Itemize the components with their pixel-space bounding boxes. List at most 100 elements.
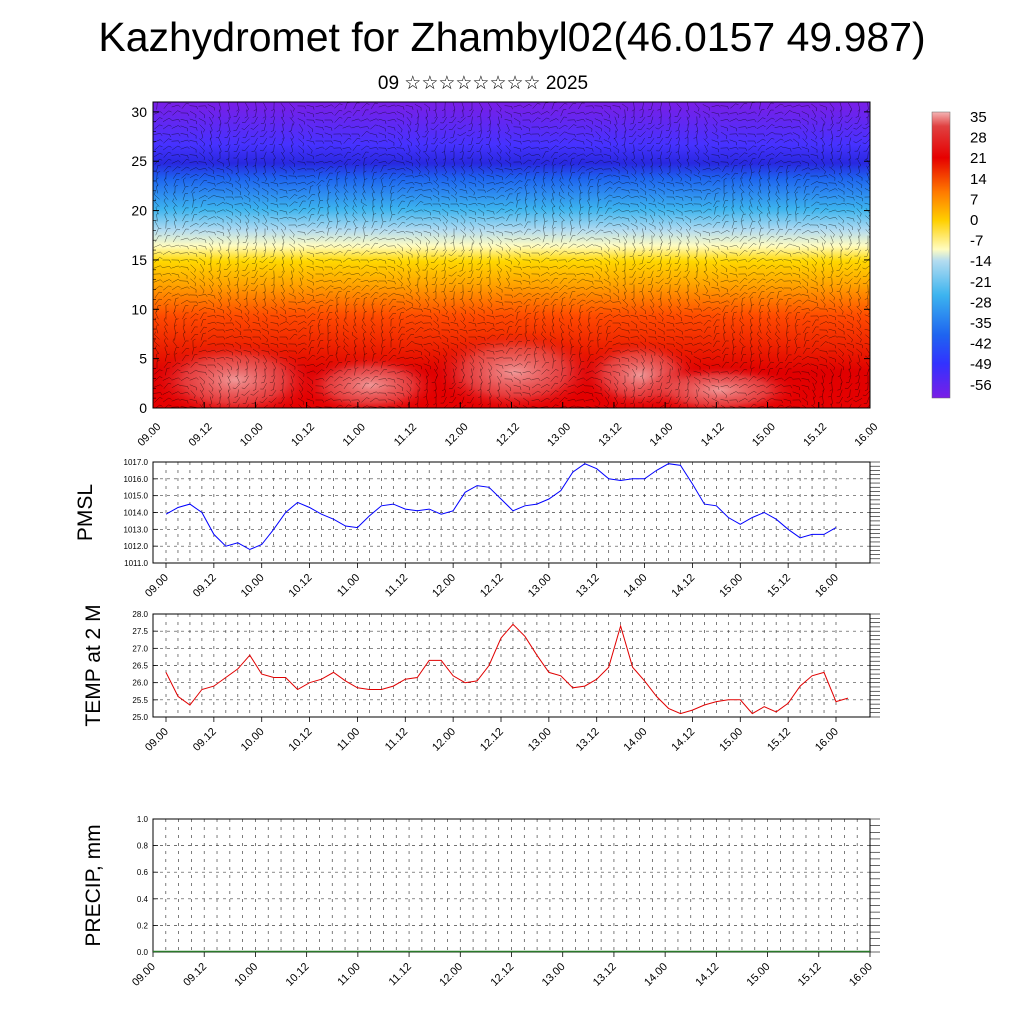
colorbar-label: -21 (970, 274, 992, 291)
x-tick-label: 10.12 (287, 726, 315, 754)
x-tick-label: 16.00 (813, 572, 841, 600)
x-tick-label: 09.00 (143, 572, 171, 600)
colorbar-label: -42 (970, 336, 992, 353)
x-tick-label: 09.00 (143, 726, 171, 754)
y-tick-label: 1015.0 (124, 492, 149, 501)
x-tick-label: 14.00 (622, 726, 650, 754)
x-tick-label: 10.12 (284, 961, 312, 989)
x-tick-label: 11.12 (387, 961, 414, 988)
x-tick-label: 14.12 (699, 421, 727, 449)
y-tick-label: 26.0 (132, 679, 148, 688)
warm-spot (640, 365, 800, 408)
x-tick-label: 10.12 (287, 572, 315, 600)
x-tick-label: 16.00 (847, 961, 875, 989)
x-tick-label: 15.12 (796, 961, 824, 989)
x-tick-label: 09.12 (191, 572, 219, 600)
warm-spot (430, 332, 600, 408)
x-tick-label: 15.12 (765, 726, 793, 754)
y-tick-label: 27.5 (132, 627, 148, 636)
y-tick-label: 0.0 (137, 948, 149, 957)
y-tick-label: 10 (131, 301, 147, 317)
x-tick-label: 11.12 (383, 572, 410, 599)
y-tick-label: 0 (139, 400, 147, 416)
colorbar-gradient (931, 111, 951, 399)
y-axis-label: PRECIP, mm (82, 824, 105, 946)
x-tick-label: 12.00 (430, 572, 458, 600)
heatmap-x-axis: 09.00 09.12 10.00 10.12 11.00 11.12 12.00 12.12… (135, 402, 880, 449)
colorbar-label: 0 (970, 212, 978, 229)
y-tick-label: 28.0 (132, 610, 148, 619)
x-tick-label: 16.00 (852, 421, 880, 449)
chart-subtitle: 09 ☆☆☆☆☆☆☆☆ 2025 (377, 73, 589, 94)
x-tick-label: 15.12 (801, 421, 829, 449)
series-line (165, 623, 849, 715)
x-tick-label: 10.00 (239, 572, 267, 600)
x-tick-label: 13.12 (574, 572, 602, 600)
warm-spots (153, 332, 800, 408)
x-tick-label: 12.00 (443, 421, 471, 449)
colorbar-label: 21 (970, 150, 987, 167)
temp-panel: 25.0 25.5 26.0 26.5 27.0 27.5 28.0 09.00 09.12 10… (82, 604, 880, 754)
x-tick-label: 11.12 (392, 421, 419, 448)
x-tick-label: 14.00 (648, 421, 676, 449)
x-tick-label: 11.00 (335, 961, 362, 988)
x-tick-label: 13.12 (574, 726, 602, 754)
x-tick-label: 11.12 (383, 726, 410, 753)
y-tick-label: 0.2 (137, 921, 149, 930)
x-tick-label: 13.12 (596, 421, 624, 449)
colorbar-label: 7 (970, 191, 978, 208)
y-tick-label: 25.5 (132, 696, 148, 705)
colorbar-label: -7 (970, 233, 983, 250)
y-tick-label: 26.5 (132, 662, 148, 671)
y-axis-label: TEMP at 2 M (82, 604, 105, 726)
x-tick-label: 12.12 (488, 961, 516, 989)
x-tick-label: 12.12 (478, 726, 506, 754)
y-tick-label: 1016.0 (124, 475, 149, 484)
x-tick-label: 14.12 (669, 572, 697, 600)
series-line (165, 463, 837, 551)
x-tick-label: 09.12 (187, 421, 215, 449)
warm-spot (153, 342, 320, 408)
colorbar-label: 28 (970, 130, 987, 147)
precip-panel: 0.0 0.2 0.4 0.6 0.8 1.0 09.00 09.12 10.00 10.12 11… (82, 815, 880, 989)
x-tick-label: 10.00 (239, 726, 267, 754)
wind-barbs (153, 102, 870, 408)
y-tick-label: 5 (139, 351, 147, 367)
x-tick-label: 13.00 (526, 726, 554, 754)
x-tick-label: 16.00 (813, 726, 841, 754)
colorbar-label: -28 (970, 294, 992, 311)
y-tick-label: 1.0 (137, 815, 149, 824)
y-axis-label: PMSL (74, 484, 97, 541)
y-tick-label: 1012.0 (124, 542, 149, 551)
x-tick-label: 14.12 (693, 961, 721, 989)
y-tick-label: 25.0 (132, 713, 148, 722)
x-tick-label: 13.00 (540, 961, 568, 989)
y-tick-label: 20 (131, 203, 147, 219)
y-tick-label: 0.8 (137, 842, 149, 851)
wind-barb-field (153, 102, 870, 408)
x-tick-label: 12.00 (430, 726, 458, 754)
colorbar-labels: 35 28 21 14 7 0 -7 -14 -21 -28 -35 -42 -49 -56 (970, 109, 992, 394)
x-tick-label: 14.00 (622, 572, 650, 600)
y-tick-label: 27.0 (132, 644, 148, 653)
y-tick-label: 0.4 (137, 895, 149, 904)
x-tick-label: 10.12 (289, 421, 317, 449)
x-tick-label: 14.00 (642, 961, 670, 989)
colorbar-label: -56 (970, 377, 992, 394)
x-tick-label: 09.12 (191, 726, 219, 754)
x-tick-label: 12.00 (437, 961, 465, 989)
x-tick-label: 14.12 (669, 726, 697, 754)
y-tick-label: 1013.0 (124, 525, 149, 534)
y-tick-label: 30 (131, 104, 147, 120)
heatmap-y-axis: 0 5 10 15 20 25 30 (131, 101, 870, 416)
chart-title: Kazhydromet for Zhambyl02(46.0157 49.987… (98, 14, 926, 60)
colorbar-label: -49 (970, 356, 992, 373)
y-tick-label: 25 (131, 153, 147, 169)
x-tick-label: 13.12 (591, 961, 619, 989)
x-tick-label: 09.12 (181, 961, 209, 989)
y-tick-label: 1017.0 (124, 458, 149, 467)
x-tick-label: 10.00 (238, 421, 266, 449)
x-tick-label: 15.00 (717, 726, 745, 754)
y-tick-label: 1014.0 (124, 509, 149, 518)
x-tick-label: 15.00 (717, 572, 745, 600)
